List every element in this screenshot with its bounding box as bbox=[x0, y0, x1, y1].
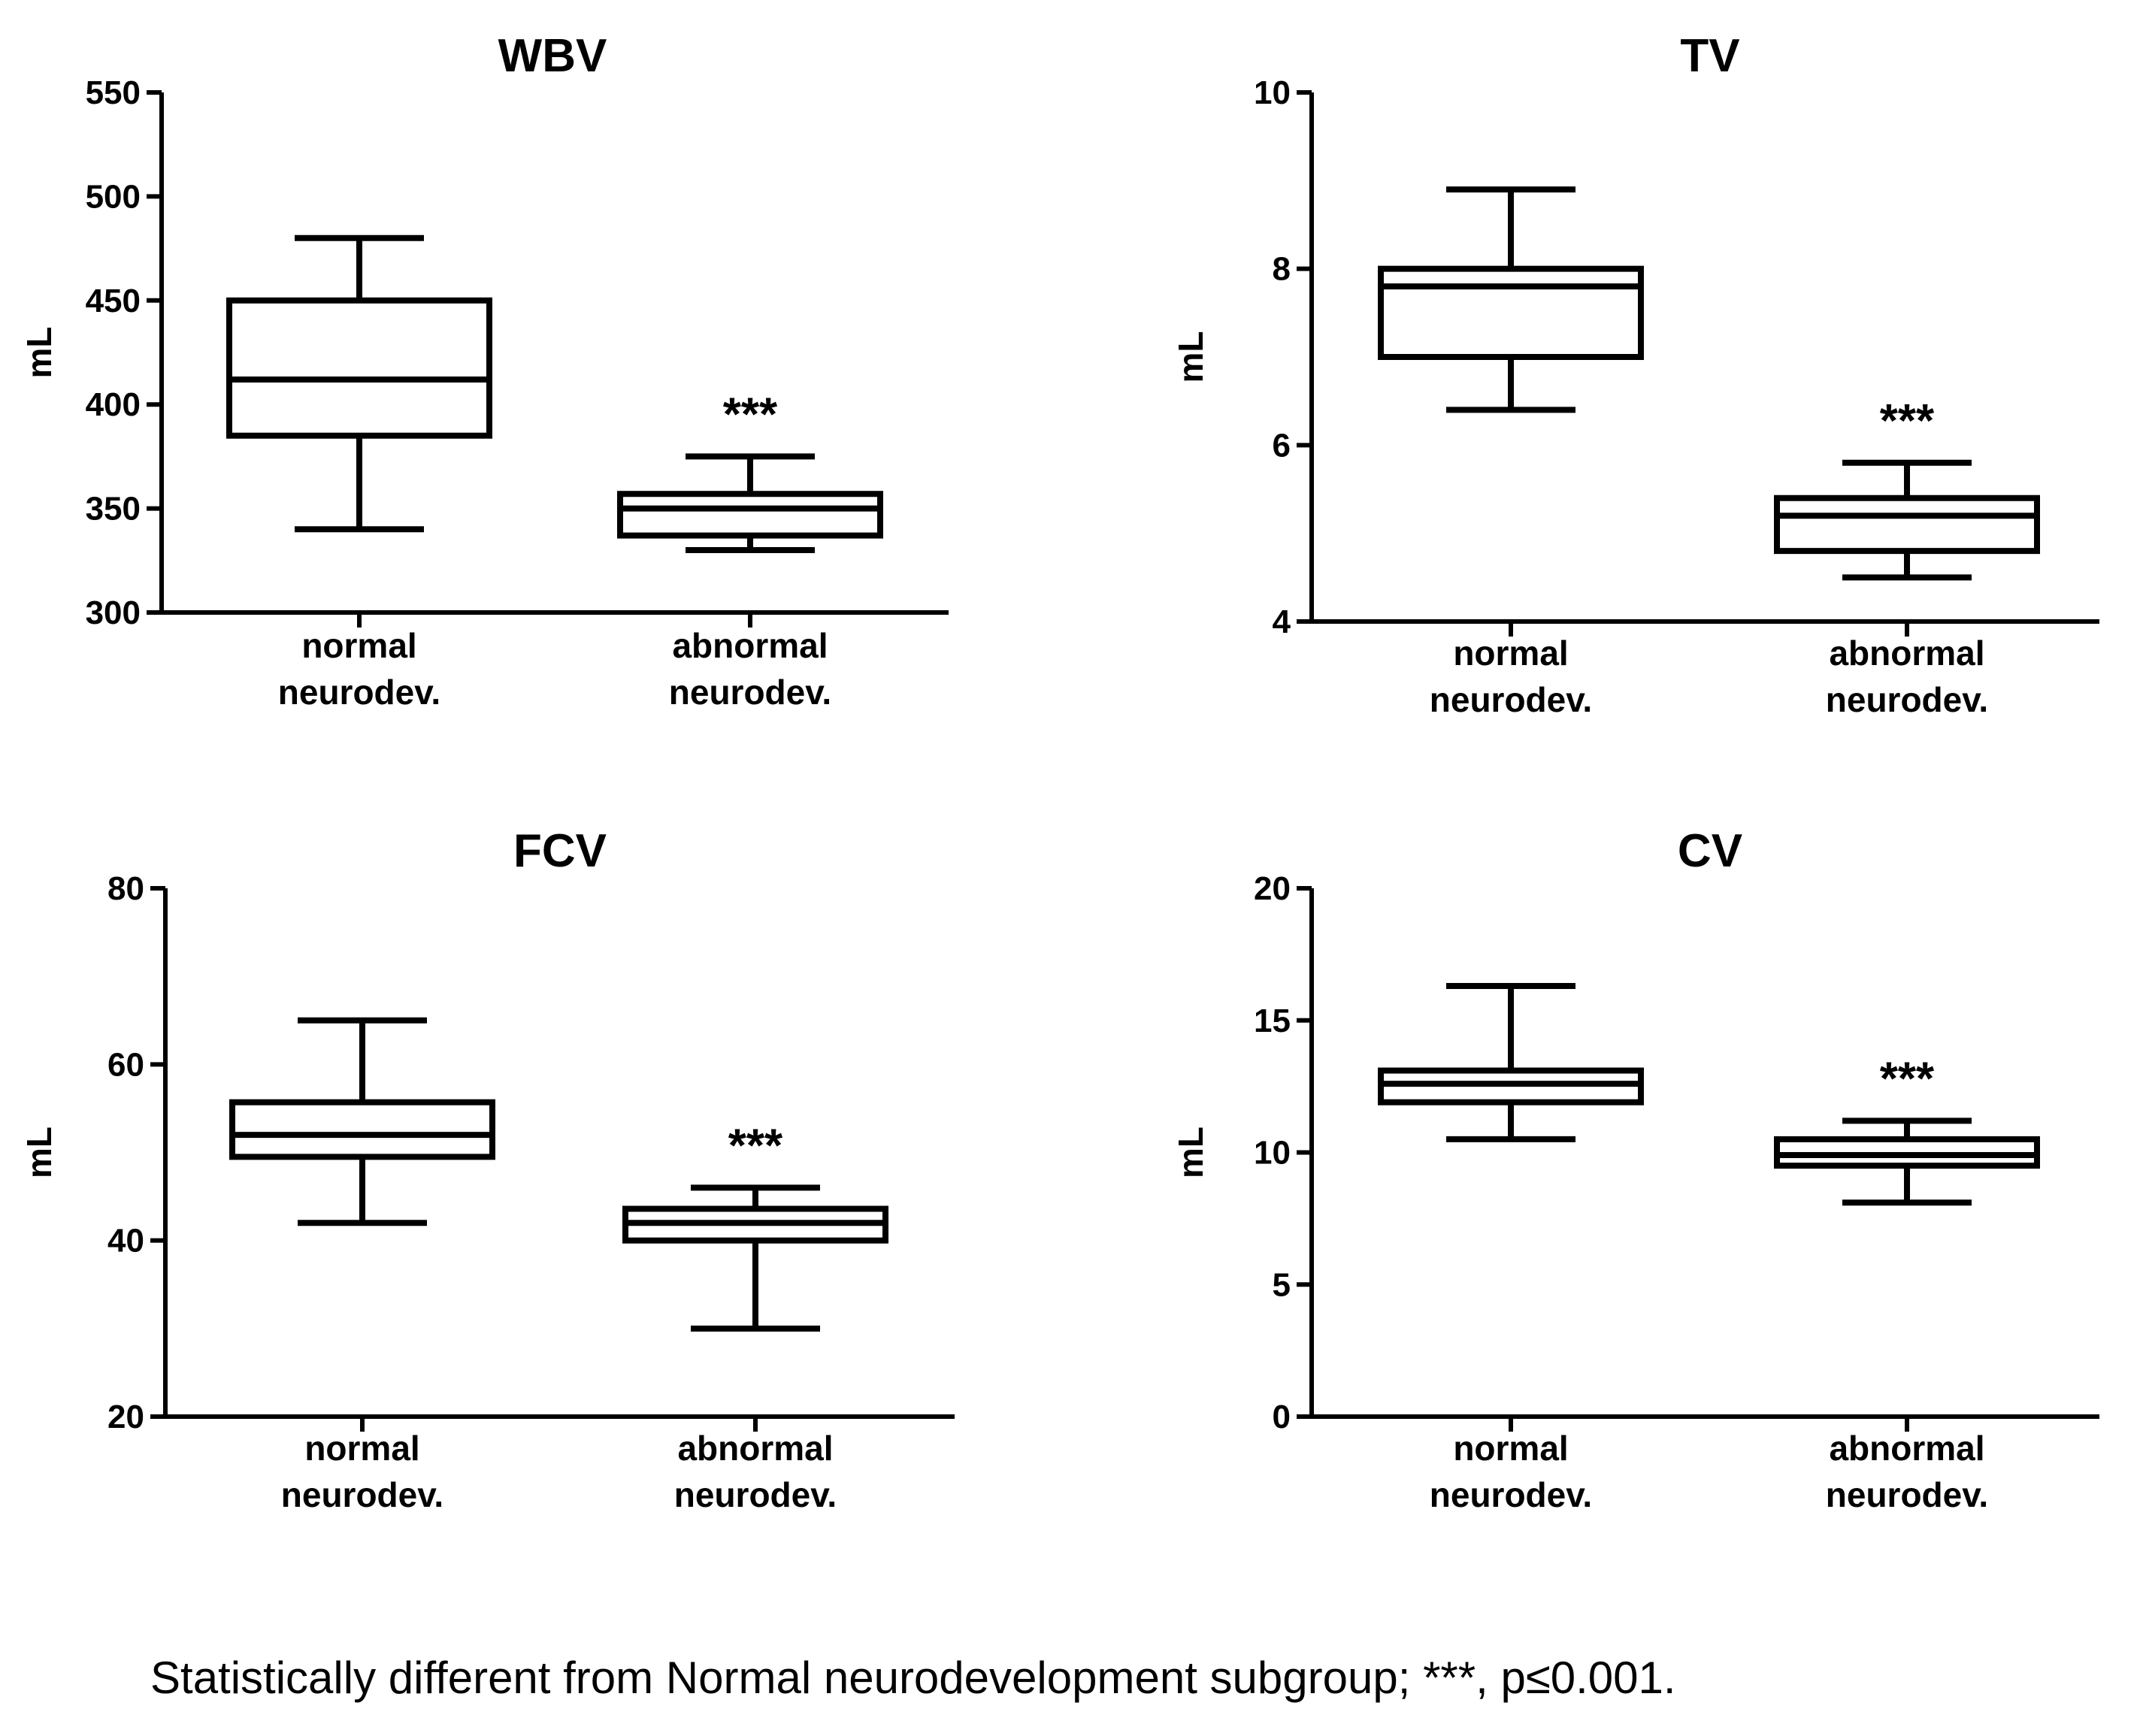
x-category-label: normal bbox=[1453, 634, 1568, 673]
x-category-label: abnormal bbox=[672, 626, 828, 665]
chart-panel-wbv: WBV mL 300 350 400 450 500 550 normal neurodev. ab… bbox=[20, 30, 949, 712]
iqr-box bbox=[1378, 265, 1644, 360]
y-tick-label: 40 bbox=[107, 1223, 144, 1260]
y-axis-label: mL bbox=[1171, 1127, 1210, 1178]
x-category-label: normal bbox=[1453, 1429, 1568, 1468]
iqr-box bbox=[226, 297, 492, 439]
x-category-label: neurodev. bbox=[1430, 680, 1592, 719]
y-tick-label: 60 bbox=[107, 1046, 144, 1083]
box-plot-abnormal: *** bbox=[1774, 1053, 2040, 1206]
x-category-label: neurodev. bbox=[1826, 1475, 1988, 1514]
x-category-label: normal bbox=[304, 1429, 419, 1468]
y-tick-label: 500 bbox=[86, 178, 141, 215]
y-axis-label: mL bbox=[20, 1127, 59, 1178]
iqr-box bbox=[1774, 494, 2040, 555]
y-tick-label: 20 bbox=[1254, 870, 1291, 907]
iqr-box bbox=[617, 491, 883, 539]
y-tick-label: 5 bbox=[1273, 1266, 1291, 1303]
y-tick-label: 300 bbox=[86, 594, 141, 631]
chart-title: WBV bbox=[498, 30, 607, 82]
y-tick-label: 6 bbox=[1273, 427, 1291, 464]
chart-title: TV bbox=[1680, 30, 1739, 82]
y-axis-label: mL bbox=[20, 327, 59, 379]
y-tick-label: 400 bbox=[86, 386, 141, 423]
x-category-label: abnormal bbox=[1829, 1429, 1984, 1468]
significance-marker: *** bbox=[723, 389, 778, 440]
x-category-label: abnormal bbox=[677, 1429, 833, 1468]
box-plot-normal bbox=[229, 1017, 495, 1226]
box-plot-normal bbox=[226, 234, 492, 533]
x-category-label: neurodev. bbox=[281, 1475, 443, 1514]
x-category-label: normal bbox=[301, 626, 416, 665]
iqr-box bbox=[229, 1099, 495, 1160]
chart-title: FCV bbox=[513, 825, 607, 877]
chart-title: CV bbox=[1678, 825, 1742, 877]
x-category-label: abnormal bbox=[1829, 634, 1984, 673]
box-plot-normal bbox=[1378, 983, 1644, 1142]
x-category-label: neurodev. bbox=[674, 1475, 837, 1514]
significance-marker: *** bbox=[728, 1120, 783, 1172]
chart-panel-cv: CV mL 0 5 10 15 20 normal neurodev. abnormal neuro… bbox=[1171, 825, 2099, 1514]
x-category-label: neurodev. bbox=[669, 673, 831, 712]
significance-marker: *** bbox=[1880, 395, 1935, 447]
chart-panel-tv: TV mL 4 6 8 10 normal neurodev. abnormal neurodev… bbox=[1171, 30, 2099, 719]
x-category-label: neurodev. bbox=[1430, 1475, 1592, 1514]
y-tick-label: 350 bbox=[86, 491, 141, 528]
box-plot-abnormal: *** bbox=[1774, 395, 2040, 581]
y-tick-label: 10 bbox=[1254, 1135, 1291, 1172]
x-category-label: neurodev. bbox=[1826, 680, 1988, 719]
y-tick-label: 15 bbox=[1254, 1003, 1291, 1039]
y-tick-label: 0 bbox=[1273, 1399, 1291, 1435]
y-tick-label: 80 bbox=[107, 870, 144, 907]
box-plot-abnormal: *** bbox=[622, 1120, 888, 1332]
y-tick-label: 550 bbox=[86, 74, 141, 111]
y-tick-label: 8 bbox=[1273, 251, 1291, 288]
y-tick-label: 450 bbox=[86, 283, 141, 319]
y-axis-label: mL bbox=[1171, 331, 1210, 383]
y-tick-label: 10 bbox=[1254, 74, 1291, 111]
significance-marker: *** bbox=[1880, 1053, 1935, 1105]
y-tick-label: 4 bbox=[1273, 603, 1291, 640]
figure-footnote: Statistically different from Normal neur… bbox=[150, 1653, 1676, 1703]
box-plot-abnormal: *** bbox=[617, 389, 883, 553]
box-plot-normal bbox=[1378, 186, 1644, 413]
y-tick-label: 20 bbox=[107, 1399, 144, 1435]
x-category-label: neurodev. bbox=[278, 673, 440, 712]
chart-panel-fcv: FCV mL 20 40 60 80 normal neurodev. abnormal neur… bbox=[20, 825, 955, 1514]
